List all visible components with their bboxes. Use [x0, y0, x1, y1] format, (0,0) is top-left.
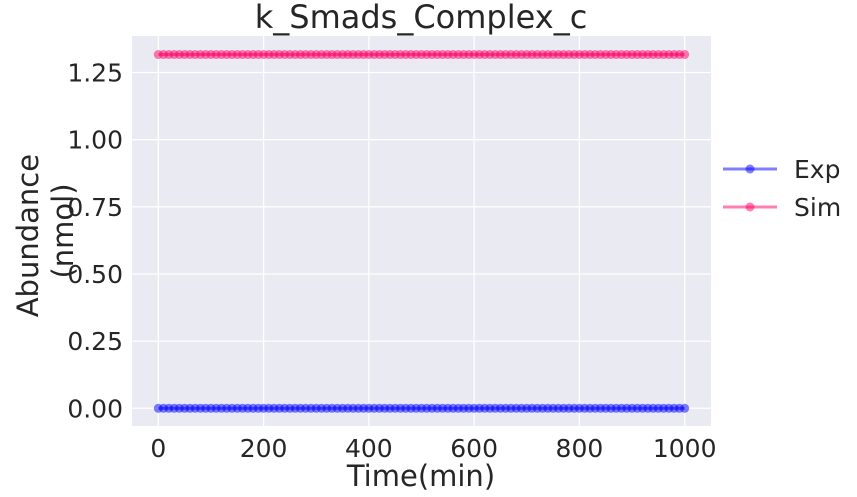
x-ticks: 0 200 400 600 800 1000 — [150, 434, 716, 463]
chart-title: k_Smads_Complex_c — [255, 0, 588, 36]
y-tick-label: 1.25 — [67, 59, 123, 88]
legend-marker-sim — [745, 202, 755, 212]
data-point — [680, 403, 690, 413]
legend-label-sim: Sim — [794, 193, 841, 222]
series-sim — [153, 50, 690, 60]
x-tick-label: 1000 — [653, 434, 717, 463]
legend-marker-exp — [745, 164, 755, 174]
y-tick-label: 0.25 — [67, 327, 123, 356]
y-tick-label: 0.00 — [67, 394, 123, 423]
y-axis-label-line-2: (nmol) — [46, 183, 80, 278]
y-axis-label-line-1: Abundance — [11, 154, 45, 317]
x-tick-label: 200 — [240, 434, 288, 463]
legend-label-exp: Exp — [794, 155, 840, 184]
y-ticks: 0.00 0.25 0.50 0.75 1.00 1.25 — [67, 59, 123, 424]
legend: Exp Sim — [723, 155, 841, 222]
x-axis-label: Time(min) — [346, 459, 495, 493]
y-tick-label: 0.50 — [67, 260, 123, 289]
plot-area — [132, 36, 711, 426]
y-axis-label: Abundance (nmol) — [11, 145, 80, 318]
series-layer — [153, 50, 690, 413]
x-tick-label: 600 — [450, 434, 498, 463]
x-tick-label: 0 — [150, 434, 166, 463]
y-tick-label: 1.00 — [67, 126, 123, 155]
y-tick-label: 0.75 — [67, 193, 123, 222]
x-tick-label: 400 — [345, 434, 393, 463]
series-exp — [153, 403, 690, 413]
x-tick-label: 800 — [556, 434, 604, 463]
data-point — [680, 50, 690, 60]
